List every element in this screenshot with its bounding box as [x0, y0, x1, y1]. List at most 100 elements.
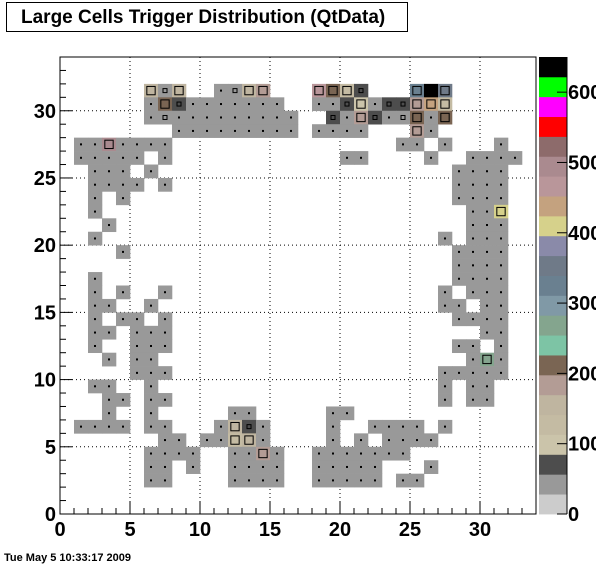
- cell-dot-marker: [500, 237, 502, 240]
- cell-dot-marker: [444, 371, 446, 374]
- palette-swatch: [539, 335, 567, 356]
- cell-dot-marker: [500, 318, 502, 321]
- cell-dot-marker: [430, 439, 432, 442]
- cell-box-marker: [426, 99, 436, 109]
- palette-swatch: [539, 414, 567, 435]
- cell-dot-marker: [262, 465, 264, 468]
- palette-swatch: [539, 57, 567, 78]
- cell-dot-marker: [94, 237, 96, 240]
- cell-dot-marker: [486, 250, 488, 253]
- cell-dot-marker: [178, 129, 180, 132]
- cell-dot-marker: [332, 479, 334, 482]
- cell-dot-marker: [234, 129, 236, 132]
- y-tick-label: 25: [34, 168, 56, 190]
- cell-dot-marker: [122, 318, 124, 321]
- cell-dot-marker: [402, 479, 404, 482]
- cell-dot-marker: [458, 170, 460, 173]
- cell-dot-marker: [150, 358, 152, 361]
- cell-dot-marker: [234, 465, 236, 468]
- cell-dot-marker: [164, 465, 166, 468]
- cell-dot-marker: [94, 304, 96, 307]
- cell-dot-marker: [276, 116, 278, 119]
- color-palette: 0 100 200 300 400 500 600: [539, 57, 596, 526]
- cell-dot-marker: [332, 129, 334, 132]
- palette-swatch: [539, 76, 567, 98]
- cell-box-marker: [162, 114, 168, 120]
- cell-dot-marker: [136, 344, 138, 347]
- cell-dot-marker: [136, 331, 138, 334]
- cell-dot-marker: [360, 465, 362, 468]
- cell-dot-marker: [108, 385, 110, 388]
- palette-swatch: [539, 255, 567, 276]
- cell-dot-marker: [332, 465, 334, 468]
- cell-box-marker: [230, 421, 240, 432]
- cell-dot-marker: [80, 425, 82, 428]
- cell-dot-marker: [122, 143, 124, 146]
- heatmap-cell: [326, 110, 341, 125]
- cell-dot-marker: [416, 143, 418, 146]
- cell-dot-marker: [122, 250, 124, 253]
- cell-dot-marker: [276, 103, 278, 106]
- cell-dot-marker: [458, 371, 460, 374]
- y-tick-label: 20: [34, 235, 56, 257]
- cell-dot-marker: [430, 465, 432, 468]
- cell-dot-marker: [374, 452, 376, 455]
- cell-dot-marker: [472, 318, 474, 321]
- cell-dot-marker: [164, 143, 166, 146]
- cell-dot-marker: [234, 479, 236, 482]
- cell-dot-marker: [122, 170, 124, 173]
- cell-dot-marker: [276, 452, 278, 455]
- cell-dot-marker: [346, 452, 348, 455]
- cell-dot-marker: [486, 385, 488, 388]
- cell-dot-marker: [108, 224, 110, 227]
- cell-dot-marker: [388, 116, 390, 119]
- cell-dot-marker: [290, 129, 292, 132]
- cell-dot-marker: [472, 385, 474, 388]
- cell-dot-marker: [486, 331, 488, 334]
- chart-title-box: Large Cells Trigger Distribution (QtData…: [6, 2, 408, 32]
- cell-dot-marker: [136, 318, 138, 321]
- cell-dot-marker: [150, 479, 152, 482]
- cell-dot-marker: [346, 412, 348, 415]
- cell-dot-marker: [94, 277, 96, 280]
- cell-dot-marker: [122, 183, 124, 186]
- cell-dot-marker: [458, 264, 460, 267]
- cell-dot-marker: [108, 170, 110, 173]
- cell-dot-marker: [486, 371, 488, 374]
- cell-dot-marker: [444, 425, 446, 428]
- cell-box-marker: [482, 354, 492, 365]
- palette-swatch: [539, 494, 567, 515]
- timestamp: Tue May 5 10:33:17 2009: [4, 552, 131, 564]
- cell-dot-marker: [332, 103, 334, 106]
- cell-dot-marker: [248, 412, 250, 415]
- cell-dot-marker: [500, 156, 502, 159]
- cell-dot-marker: [486, 304, 488, 307]
- y-tick-label: 10: [34, 370, 56, 392]
- cell-dot-marker: [136, 143, 138, 146]
- cell-box-marker: [230, 435, 240, 445]
- cell-box-marker: [412, 112, 422, 123]
- cell-dot-marker: [500, 143, 502, 146]
- cell-box-marker: [356, 99, 366, 109]
- cell-dot-marker: [360, 129, 362, 132]
- cell-dot-marker: [164, 344, 166, 347]
- cell-dot-marker: [458, 277, 460, 280]
- palette-swatch: [539, 374, 567, 396]
- cell-dot-marker: [472, 237, 474, 240]
- cell-dot-marker: [374, 465, 376, 468]
- cell-dot-marker: [248, 116, 250, 119]
- cell-dot-marker: [150, 143, 152, 146]
- cell-dot-marker: [388, 439, 390, 442]
- cell-dot-marker: [486, 291, 488, 294]
- palette-tick-label: 300: [568, 293, 596, 315]
- y-tick-label: 5: [45, 437, 56, 459]
- palette-swatch: [539, 215, 567, 237]
- cell-dot-marker: [206, 129, 208, 132]
- cell-dot-marker: [360, 439, 362, 442]
- cell-dot-marker: [164, 425, 166, 428]
- cell-box-marker: [386, 101, 392, 107]
- cell-dot-marker: [374, 479, 376, 482]
- cell-dot-marker: [472, 358, 474, 361]
- cell-dot-marker: [164, 318, 166, 321]
- cell-dot-marker: [500, 304, 502, 307]
